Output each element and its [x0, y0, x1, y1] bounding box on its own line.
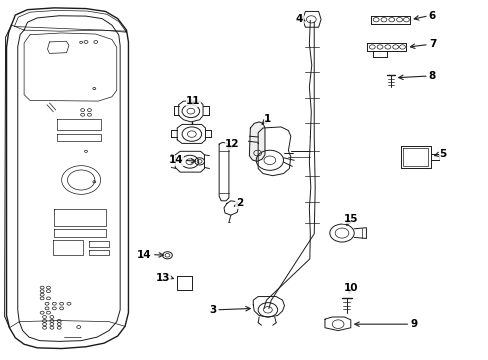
Text: 6: 6	[428, 11, 435, 21]
Text: 11: 11	[185, 96, 200, 106]
Text: 13: 13	[156, 273, 170, 283]
Text: 15: 15	[343, 214, 357, 224]
Polygon shape	[249, 122, 264, 161]
Text: 10: 10	[343, 283, 357, 293]
Text: 7: 7	[428, 40, 435, 49]
Text: 8: 8	[428, 71, 435, 81]
Text: 5: 5	[439, 149, 446, 159]
Text: 9: 9	[409, 319, 417, 329]
Text: 3: 3	[208, 305, 216, 315]
Text: 2: 2	[236, 198, 243, 208]
Text: 14: 14	[168, 155, 183, 165]
Text: 14: 14	[137, 249, 152, 260]
Text: 4: 4	[295, 14, 303, 24]
Text: 1: 1	[264, 114, 271, 124]
Text: 12: 12	[224, 139, 239, 149]
